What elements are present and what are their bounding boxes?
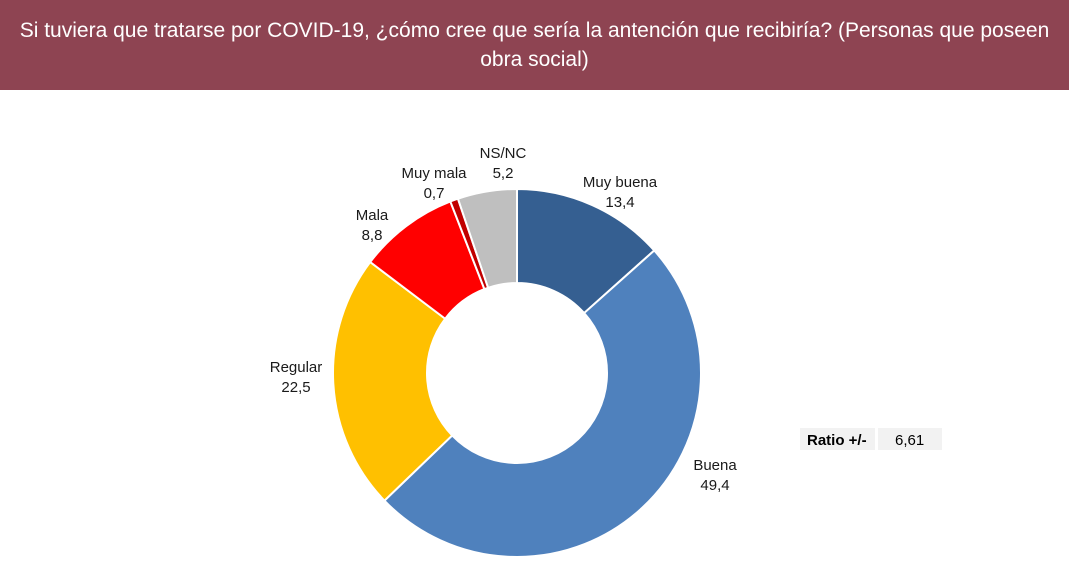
slice-value-muy-mala: 0,7: [424, 185, 445, 202]
ratio-separator: [874, 428, 878, 450]
title-banner: Si tuviera que tratarse por COVID-19, ¿c…: [0, 0, 1069, 90]
ratio-label: Ratio +/-: [800, 428, 875, 450]
slice-value-regular: 22,5: [281, 379, 310, 396]
slice-ns-nc: [456, 187, 518, 290]
slice-label-regular: Regular: [270, 359, 323, 376]
slice-value-buena: 49,4: [700, 477, 729, 494]
ratio-value: 6,61: [877, 428, 942, 450]
donut-chart: Muy buena 13,4 Buena 49,4 Regular 22,5 Mala 8,8…: [270, 145, 738, 558]
slice-value-mala: 8,8: [362, 227, 383, 244]
slice-labels: Muy buena 13,4 Buena 49,4 Regular 22,5 Mala 8,8…: [270, 145, 738, 494]
chart-title: Si tuviera que tratarse por COVID-19, ¿c…: [19, 19, 1050, 71]
ratio-box: Ratio +/- 6,61: [800, 428, 942, 450]
slice-value-muy-buena: 13,4: [605, 194, 634, 211]
slice-value-ns-nc: 5,2: [493, 165, 514, 182]
slice-label-buena: Buena: [693, 457, 737, 474]
slice-buena: [383, 249, 702, 558]
donut-slices: [332, 187, 702, 558]
slice-regular: [332, 260, 454, 503]
slice-label-ns-nc: NS/NC: [480, 145, 527, 162]
slice-label-muy-buena: Muy buena: [583, 174, 658, 191]
slice-label-muy-mala: Muy mala: [401, 165, 467, 182]
slice-label-mala: Mala: [356, 207, 389, 224]
